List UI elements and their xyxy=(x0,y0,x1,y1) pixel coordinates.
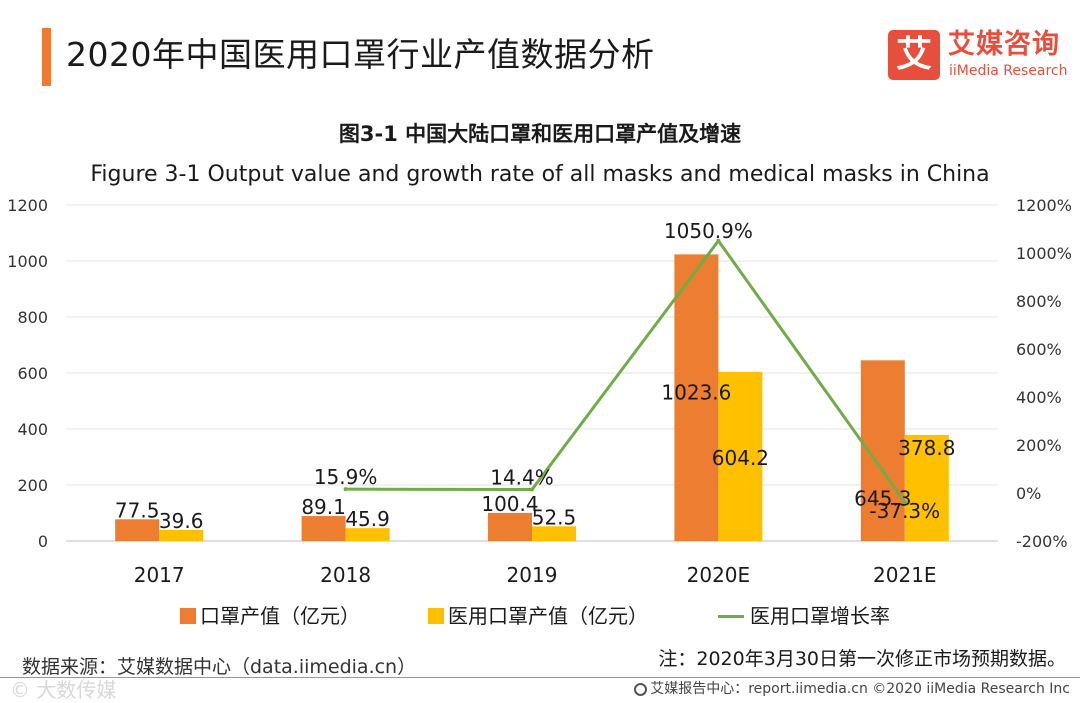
logo-mark: 艾 xyxy=(888,30,940,80)
globe-icon xyxy=(634,682,648,696)
legend-label-growth-rate: 医用口罩增长率 xyxy=(750,604,890,628)
legend-label-mask-output: 口罩产值（亿元） xyxy=(200,604,360,628)
growth-rate-label: 1050.9% xyxy=(664,219,753,243)
y-left-tick-label: 800 xyxy=(17,308,48,327)
legend-item-medical-output: 医用口罩产值（亿元） xyxy=(428,601,648,631)
bar-medical-output xyxy=(159,529,204,541)
y-right-tick-label: 1000% xyxy=(1016,244,1072,263)
growth-rate-label: 15.9% xyxy=(314,465,378,489)
chart-subtitle: Figure 3-1 Output value and growth rate … xyxy=(90,162,990,187)
legend-swatch-yellow xyxy=(428,608,444,624)
x-tick-label: 2021E xyxy=(873,563,937,587)
y-left-tick-label: 400 xyxy=(17,420,48,439)
x-tick-label: 2017 xyxy=(134,563,185,587)
growth-rate-point xyxy=(716,238,721,243)
footer-copyright: 艾媒报告中心：report.iimedia.cn ©2020 iiMedia R… xyxy=(634,679,1070,699)
bar-mask-output xyxy=(488,512,532,541)
bar-data-label: 89.1 xyxy=(301,495,346,519)
growth-rate-point xyxy=(343,487,348,492)
bar-data-label: 52.5 xyxy=(532,505,577,529)
logo-name-cn: 艾媒咨询 xyxy=(948,29,1060,60)
growth-rate-point xyxy=(530,487,534,492)
y-right-tick-label: 800% xyxy=(1016,292,1062,311)
growth-rate-point xyxy=(902,499,907,504)
watermark: © 大数传媒 xyxy=(10,678,117,702)
x-tick-label: 2020E xyxy=(687,563,751,587)
y-left-tick-label: 200 xyxy=(17,476,48,495)
legend-swatch-orange xyxy=(180,608,196,624)
chart-note: 注：2020年3月30日第一次修正市场预期数据。 xyxy=(658,648,1066,670)
data-source: 数据来源：艾媒数据中心（data.iimedia.cn） xyxy=(22,656,417,678)
x-tick-label: 2018 xyxy=(320,563,371,587)
bar-mask-output xyxy=(301,516,346,541)
bar-data-label: 77.5 xyxy=(115,498,160,522)
y-right-tick-label: -200% xyxy=(1016,532,1068,551)
growth-rate-line xyxy=(345,239,907,503)
legend-swatch-line xyxy=(718,614,744,618)
footer-divider xyxy=(0,677,1080,678)
bar-medical-output xyxy=(345,528,390,541)
y-right-tick-label: 1200% xyxy=(1016,196,1072,215)
legend-label-medical-output: 医用口罩产值（亿元） xyxy=(448,604,648,628)
chart-title: 图3-1 中国大陆口罩和医用口罩产值及增速 xyxy=(338,122,742,146)
bar-medical-output xyxy=(718,371,763,541)
legend-item-growth-rate: 医用口罩增长率 xyxy=(718,601,890,631)
page-title: 2020年中国医用口罩行业产值数据分析 xyxy=(66,35,655,74)
bar-mask-output xyxy=(115,519,160,541)
y-left-tick-label: 1000 xyxy=(7,252,48,271)
bar-data-label: 604.2 xyxy=(712,446,769,470)
x-tick-label: 2019 xyxy=(507,563,558,587)
footer-copyright-text: 艾媒报告中心：report.iimedia.cn ©2020 iiMedia R… xyxy=(650,681,1070,697)
bar-data-label: 100.4 xyxy=(481,492,538,516)
legend-item-mask-output: 口罩产值（亿元） xyxy=(180,601,360,631)
y-left-tick-label: 600 xyxy=(17,364,48,383)
y-left-tick-label: 0 xyxy=(38,532,48,551)
y-right-tick-label: 200% xyxy=(1016,436,1062,455)
bar-data-label: 45.9 xyxy=(345,507,390,531)
y-right-tick-label: 0% xyxy=(1016,484,1041,503)
growth-rate-label: 14.4% xyxy=(490,466,554,490)
logo-name-en: iiMedia Research xyxy=(949,63,1068,79)
y-right-tick-label: 600% xyxy=(1016,340,1062,359)
y-left-tick-label: 1200 xyxy=(7,196,48,215)
bar-data-label: 39.6 xyxy=(159,509,204,533)
bar-mask-output xyxy=(674,254,719,541)
bar-medical-output xyxy=(904,434,949,541)
bar-medical-output xyxy=(532,526,576,541)
iimedia-logo: 艾 艾媒咨询 iiMedia Research xyxy=(888,28,1068,84)
bar-data-label: 1023.6 xyxy=(661,380,731,404)
bar-data-label: 378.8 xyxy=(898,436,955,460)
title-accent-bar xyxy=(42,28,51,86)
y-right-tick-label: 400% xyxy=(1016,388,1062,407)
growth-rate-label: -37.3% xyxy=(869,499,940,523)
